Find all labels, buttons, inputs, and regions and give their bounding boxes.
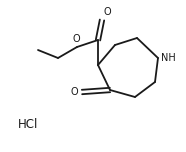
Text: NH: NH — [161, 53, 176, 63]
Text: O: O — [70, 87, 78, 97]
Text: O: O — [72, 34, 80, 44]
Text: HCl: HCl — [18, 119, 38, 131]
Text: O: O — [104, 7, 112, 17]
